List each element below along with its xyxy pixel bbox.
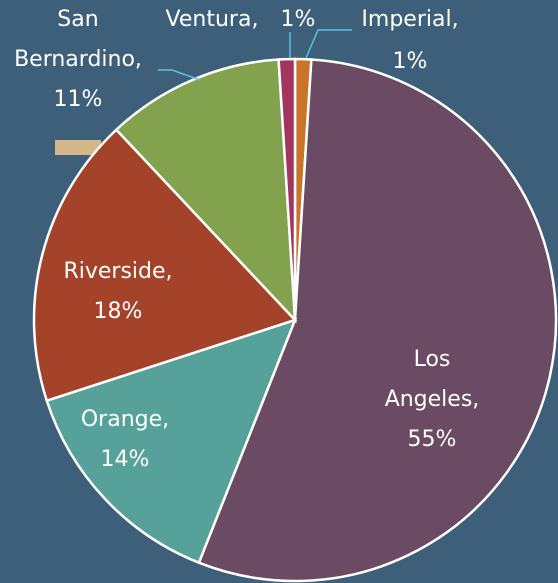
data-label-category: Orange, [81, 407, 169, 432]
label-line: Bernardino, [14, 47, 142, 72]
label-line: Riverside, [63, 259, 172, 284]
data-label-value: 55% [408, 427, 457, 452]
label-line: Imperial, [361, 7, 458, 32]
label-line: Los [414, 347, 451, 372]
data-label-category: Ventura, [166, 7, 259, 32]
leader-line [305, 29, 352, 59]
label-line: Orange, [81, 407, 169, 432]
pie-slice [197, 58, 558, 583]
data-label-value: 1% [281, 7, 316, 32]
label-line: Ventura, [166, 7, 259, 32]
data-label-value: 11% [54, 87, 103, 112]
data-label-value: 18% [94, 299, 143, 324]
leader-line [158, 69, 201, 81]
data-label-category: Imperial, [361, 7, 458, 32]
label-line: San [57, 7, 98, 32]
data-label-category: San Bernardino, [14, 7, 142, 72]
legend-fragment [55, 140, 101, 155]
pie-slice [32, 127, 298, 403]
data-label-value: 14% [101, 447, 150, 472]
pie-slice [277, 57, 297, 321]
data-label-value: 1% [393, 49, 428, 74]
pie [32, 57, 558, 583]
pie-slice [114, 58, 297, 324]
data-label-category: Riverside, [63, 259, 172, 284]
data-label-category: Los Angeles, [385, 347, 480, 412]
label-line: Angeles, [385, 387, 480, 412]
